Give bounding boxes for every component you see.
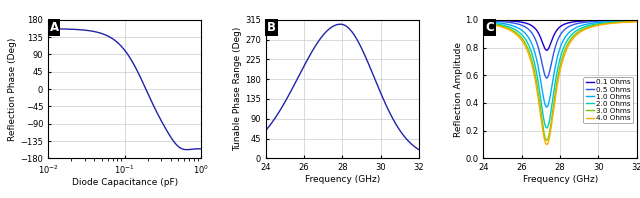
- 1.0 Ohms: [602, 21, 610, 23]
- 1.0 Ohms: [585, 23, 593, 25]
- 3.0 Ohms: [541, 138, 549, 140]
- 1.0 Ohms: [547, 89, 555, 92]
- Line: 0.1 Ohms: 0.1 Ohms: [483, 20, 637, 50]
- Line: 4.0 Ohms: 4.0 Ohms: [483, 22, 637, 145]
- 0.1 Ohms: [602, 19, 610, 21]
- 0.1 Ohms: [585, 19, 593, 22]
- 0.1 Ohms: [543, 49, 550, 51]
- 2.0 Ohms: [585, 24, 593, 27]
- 0.5 Ohms: [599, 20, 607, 22]
- 1.0 Ohms: [599, 21, 607, 23]
- 4.0 Ohms: [541, 142, 549, 144]
- Line: 2.0 Ohms: 2.0 Ohms: [483, 21, 637, 128]
- 0.1 Ohms: [495, 19, 503, 22]
- 0.5 Ohms: [479, 20, 487, 22]
- 0.1 Ohms: [633, 19, 640, 21]
- 3.0 Ohms: [599, 23, 607, 25]
- Text: A: A: [49, 21, 59, 34]
- Y-axis label: Tunable Phase Range (Deg): Tunable Phase Range (Deg): [233, 27, 242, 151]
- 0.1 Ohms: [541, 48, 549, 51]
- 0.1 Ohms: [479, 19, 487, 21]
- Legend: 0.1 Ohms, 0.5 Ohms, 1.0 Ohms, 2.0 Ohms, 3.0 Ohms, 4.0 Ohms: 0.1 Ohms, 0.5 Ohms, 1.0 Ohms, 2.0 Ohms, …: [584, 77, 633, 123]
- 4.0 Ohms: [495, 25, 503, 28]
- X-axis label: Frequency (GHz): Frequency (GHz): [522, 175, 598, 184]
- 0.1 Ohms: [547, 41, 555, 43]
- 0.5 Ohms: [543, 77, 550, 79]
- 3.0 Ohms: [479, 22, 487, 24]
- 0.5 Ohms: [495, 20, 503, 23]
- 2.0 Ohms: [479, 21, 487, 24]
- Line: 1.0 Ohms: 1.0 Ohms: [483, 21, 637, 107]
- 2.0 Ohms: [495, 23, 503, 26]
- Y-axis label: Reflection Phase (Deg): Reflection Phase (Deg): [8, 37, 17, 141]
- 3.0 Ohms: [585, 26, 593, 28]
- 1.0 Ohms: [495, 22, 503, 24]
- 1.0 Ohms: [543, 106, 550, 108]
- 3.0 Ohms: [543, 139, 550, 142]
- Line: 0.5 Ohms: 0.5 Ohms: [483, 20, 637, 78]
- 0.5 Ohms: [585, 21, 593, 23]
- 2.0 Ohms: [541, 125, 549, 128]
- 0.5 Ohms: [602, 20, 610, 22]
- 2.0 Ohms: [599, 22, 607, 24]
- 4.0 Ohms: [547, 126, 555, 129]
- 2.0 Ohms: [547, 109, 555, 111]
- Text: B: B: [268, 21, 276, 34]
- 0.5 Ohms: [541, 75, 549, 78]
- X-axis label: Frequency (GHz): Frequency (GHz): [305, 175, 380, 184]
- 2.0 Ohms: [543, 127, 550, 129]
- Text: C: C: [485, 21, 493, 34]
- 3.0 Ohms: [602, 22, 610, 25]
- 2.0 Ohms: [602, 22, 610, 24]
- 1.0 Ohms: [633, 20, 640, 22]
- 4.0 Ohms: [543, 143, 550, 146]
- Y-axis label: Reflection Amplitude: Reflection Amplitude: [454, 42, 463, 137]
- 0.1 Ohms: [599, 19, 607, 22]
- 4.0 Ohms: [479, 22, 487, 25]
- 4.0 Ohms: [599, 23, 607, 26]
- 2.0 Ohms: [633, 20, 640, 22]
- 1.0 Ohms: [479, 20, 487, 23]
- 0.5 Ohms: [633, 19, 640, 21]
- 4.0 Ohms: [633, 20, 640, 23]
- 1.0 Ohms: [541, 104, 549, 107]
- 4.0 Ohms: [585, 27, 593, 29]
- 3.0 Ohms: [633, 20, 640, 23]
- 4.0 Ohms: [602, 23, 610, 25]
- 3.0 Ohms: [547, 121, 555, 123]
- 0.5 Ohms: [547, 63, 555, 66]
- Line: 3.0 Ohms: 3.0 Ohms: [483, 21, 637, 140]
- X-axis label: Diode Capacitance (pF): Diode Capacitance (pF): [72, 178, 178, 188]
- 3.0 Ohms: [495, 24, 503, 27]
